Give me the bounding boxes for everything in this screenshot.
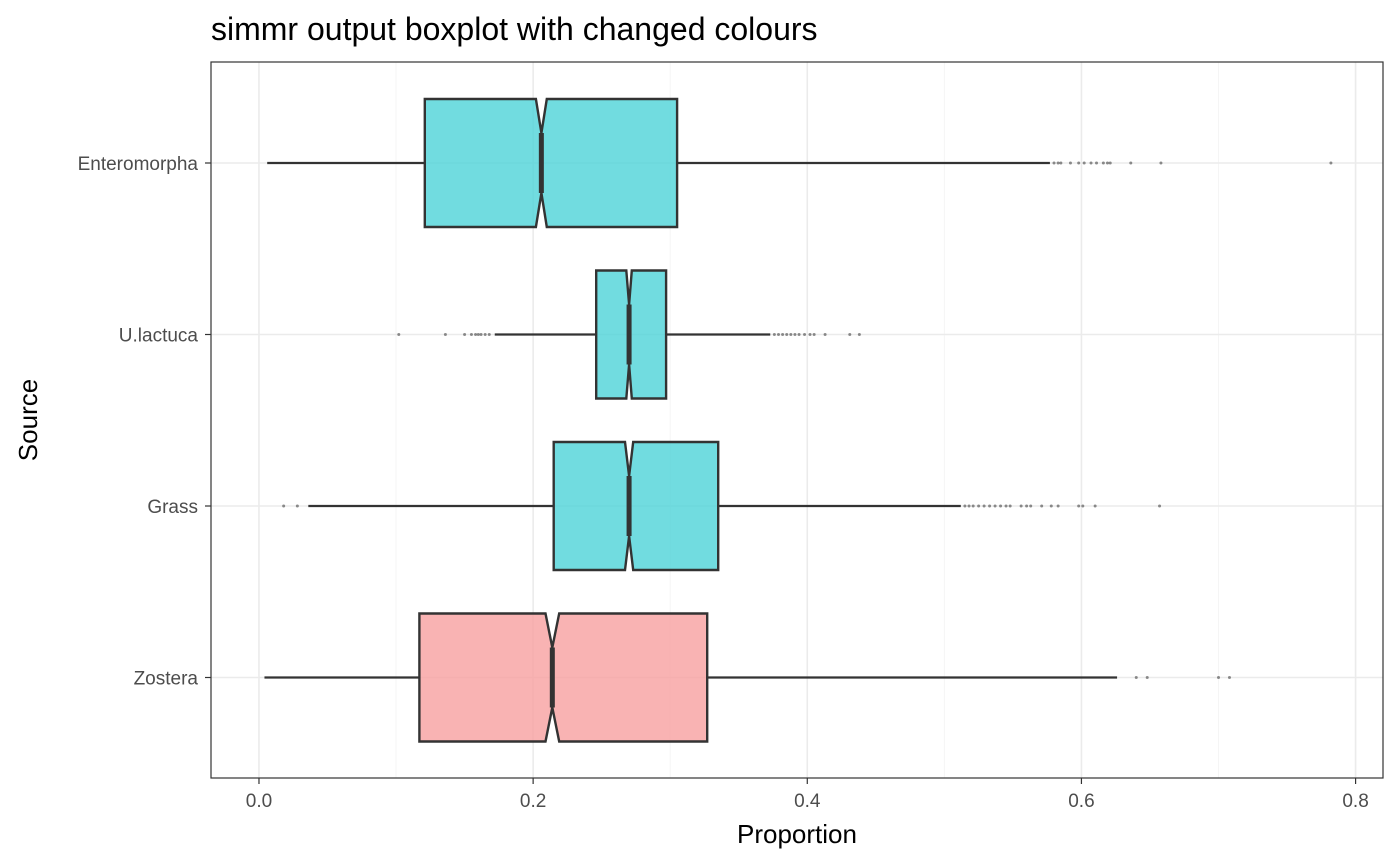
outlier-point [971, 504, 975, 508]
x-tick-label: 0.8 [1342, 791, 1368, 812]
box-body [552, 440, 720, 572]
outlier-point [1158, 504, 1162, 508]
outlier-point [1081, 504, 1085, 508]
outlier-point [1068, 161, 1072, 165]
outlier-point [397, 333, 401, 336]
outlier-point [1108, 161, 1112, 165]
outlier-point [1217, 676, 1221, 679]
outlier-point [487, 333, 491, 336]
outlier-point [1329, 161, 1333, 165]
outlier-point [1077, 504, 1081, 508]
outlier-point [479, 333, 483, 336]
box-zostera [264, 612, 1231, 743]
outlier-point [474, 333, 478, 336]
outlier-point [993, 504, 997, 508]
outlier-point [1129, 161, 1133, 165]
outlier-point [982, 504, 986, 508]
outlier-point [776, 333, 780, 336]
box-body [423, 97, 679, 229]
box-enteromorpha [267, 97, 1333, 229]
outlier-point [1004, 504, 1008, 508]
boxes-group [264, 97, 1333, 743]
chart-title: simmr output boxplot with changed colour… [211, 11, 818, 47]
box-grass [282, 440, 1162, 572]
outlier-point [789, 333, 793, 336]
outlier-point [803, 333, 807, 336]
outlier-point [1101, 161, 1105, 165]
outlier-point [857, 333, 861, 336]
outlier-point [483, 333, 487, 336]
outlier-point [963, 504, 967, 508]
outlier-point [785, 333, 789, 336]
outlier-point [469, 333, 473, 336]
outlier-point [443, 333, 447, 336]
outlier-point [1049, 504, 1053, 508]
outlier-point [977, 504, 981, 508]
outlier-point [781, 333, 785, 336]
outlier-point [1095, 161, 1099, 165]
plot-panel [210, 61, 1384, 779]
x-axis-ticks: 0.0 0.2 0.4 0.6 0.8 [246, 778, 1369, 812]
outlier-point [1227, 676, 1231, 679]
outlier-point [967, 504, 971, 508]
outlier-point [772, 333, 776, 336]
outlier-point [999, 504, 1003, 508]
y-tick-label: Zostera [134, 669, 199, 690]
grid-lines [211, 62, 1383, 778]
outlier-point [793, 333, 797, 336]
x-tick-label: 0.0 [246, 791, 272, 812]
outlier-point [1159, 161, 1163, 165]
outlier-point [282, 504, 286, 508]
outlier-point [797, 333, 801, 336]
outlier-point [1105, 161, 1109, 165]
outlier-point [988, 504, 992, 508]
outlier-point [848, 333, 852, 336]
outlier-point [476, 333, 480, 336]
outlier-point [1059, 161, 1063, 165]
outlier-point [1145, 676, 1149, 679]
y-tick-label: Enteromorpha [78, 154, 199, 175]
outlier-point [1056, 161, 1060, 165]
outlier-point [1056, 504, 1060, 508]
x-tick-label: 0.6 [1068, 791, 1094, 812]
outlier-point [1134, 676, 1138, 679]
x-axis-label: Proportion [737, 819, 857, 849]
y-tick-label: U.lactuca [119, 326, 199, 347]
outlier-point [295, 504, 299, 508]
y-axis-ticks: Enteromorpha U.lactuca Grass Zostera [78, 154, 211, 690]
outlier-point [1025, 504, 1029, 508]
outlier-point [1052, 161, 1056, 165]
outlier-point [1008, 504, 1012, 508]
outlier-point [1019, 504, 1023, 508]
x-tick-label: 0.2 [520, 791, 546, 812]
box-u-lactuca [397, 269, 861, 400]
outlier-point [1077, 161, 1081, 165]
x-tick-label: 0.4 [794, 791, 821, 812]
outlier-point [812, 333, 816, 336]
y-tick-label: Grass [147, 497, 198, 518]
y-axis-label: Source [13, 379, 43, 461]
box-body [418, 612, 709, 743]
outlier-point [1089, 161, 1093, 165]
outlier-point [808, 333, 812, 336]
outlier-point [463, 333, 467, 336]
outlier-point [1029, 504, 1033, 508]
outlier-point [1093, 504, 1097, 508]
outlier-point [823, 333, 827, 336]
outlier-point [1082, 161, 1086, 165]
outlier-point [1040, 504, 1044, 508]
